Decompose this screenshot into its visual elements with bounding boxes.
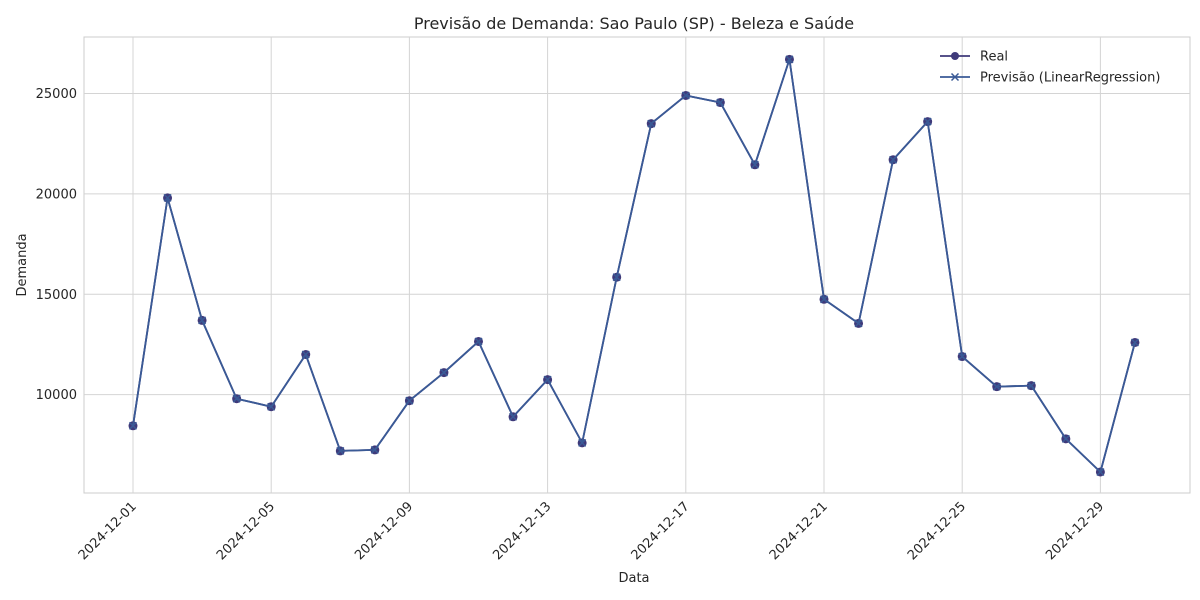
y-axis-label: Demanda (15, 233, 30, 296)
data-point (681, 91, 690, 100)
data-point-stroke (716, 98, 725, 107)
data-point-stroke (509, 412, 518, 421)
legend-item: Real (940, 50, 1008, 65)
chart-title: Previsão de Demanda: Sao Paulo (SP) - Be… (414, 14, 854, 33)
data-point-stroke (543, 375, 552, 384)
data-point (301, 350, 310, 359)
data-point (1061, 434, 1070, 443)
data-point (198, 316, 207, 325)
data-point-stroke (267, 402, 276, 411)
data-point (1096, 467, 1105, 477)
data-point-stroke (889, 155, 898, 164)
data-point-stroke (336, 446, 345, 455)
data-point-stroke (819, 295, 829, 304)
data-point-stroke (854, 319, 863, 328)
data-point-stroke (958, 352, 967, 361)
data-point-stroke (923, 117, 932, 126)
data-point (750, 160, 759, 169)
data-point-stroke (681, 91, 690, 100)
y-tick-label: 25000 (36, 87, 77, 102)
y-tick-label: 15000 (36, 288, 77, 303)
series-layer (128, 54, 1140, 477)
data-point-stroke (370, 445, 379, 454)
data-point (578, 438, 587, 447)
data-point (889, 155, 898, 164)
data-point (819, 295, 829, 304)
data-point (405, 396, 414, 405)
data-point (854, 319, 863, 328)
data-point-stroke (1027, 381, 1036, 390)
data-point (163, 193, 172, 202)
data-point-stroke (578, 438, 587, 447)
legend-marker (951, 52, 959, 60)
data-point-stroke (405, 396, 414, 405)
data-point (923, 117, 932, 126)
data-point (370, 445, 379, 454)
legend: Real Previsão (LinearRegression) (940, 50, 1160, 86)
data-point-stroke (992, 382, 1001, 391)
data-point (992, 382, 1001, 391)
data-point-stroke (198, 316, 207, 325)
data-point-stroke (750, 160, 759, 169)
data-point (716, 98, 725, 107)
data-point (267, 402, 276, 411)
data-point (647, 119, 656, 128)
legend-label: Previsão (LinearRegression) (980, 71, 1160, 86)
x-gridlines (132, 37, 1101, 493)
data-point (439, 368, 448, 377)
series-forecast (128, 55, 1139, 477)
legend-label: Real (980, 50, 1008, 65)
data-point-stroke (1096, 467, 1105, 477)
plot-area-frame (83, 36, 1191, 494)
y-tick-label: 20000 (36, 187, 77, 202)
data-point (543, 375, 552, 384)
data-point (336, 446, 345, 455)
data-point (612, 273, 621, 282)
data-point (1027, 381, 1036, 390)
x-axis-label: Data (618, 571, 649, 586)
data-point-stroke (1061, 434, 1070, 443)
data-point (232, 394, 241, 403)
data-point (1130, 338, 1139, 347)
data-point-stroke (612, 273, 621, 282)
y-tick-label: 10000 (36, 388, 77, 403)
data-point-stroke (128, 421, 138, 430)
data-point (509, 412, 518, 421)
data-point-stroke (1130, 338, 1139, 347)
y-gridlines (84, 92, 1190, 396)
data-point-stroke (785, 55, 794, 64)
data-point (785, 55, 794, 64)
data-point-stroke (439, 368, 448, 377)
data-point-stroke (474, 337, 483, 346)
data-point-stroke (647, 119, 656, 128)
legend-item: Previsão (LinearRegression) (940, 71, 1160, 86)
series-line (132, 58, 1136, 473)
data-point (958, 352, 967, 361)
data-point (128, 421, 138, 430)
y-tick-labels: 10000 15000 20000 25000 (36, 87, 77, 403)
data-point-stroke (232, 394, 241, 403)
data-point-stroke (163, 193, 172, 202)
legend-marker (950, 72, 960, 82)
data-point-stroke (301, 350, 310, 359)
data-point (474, 337, 483, 346)
